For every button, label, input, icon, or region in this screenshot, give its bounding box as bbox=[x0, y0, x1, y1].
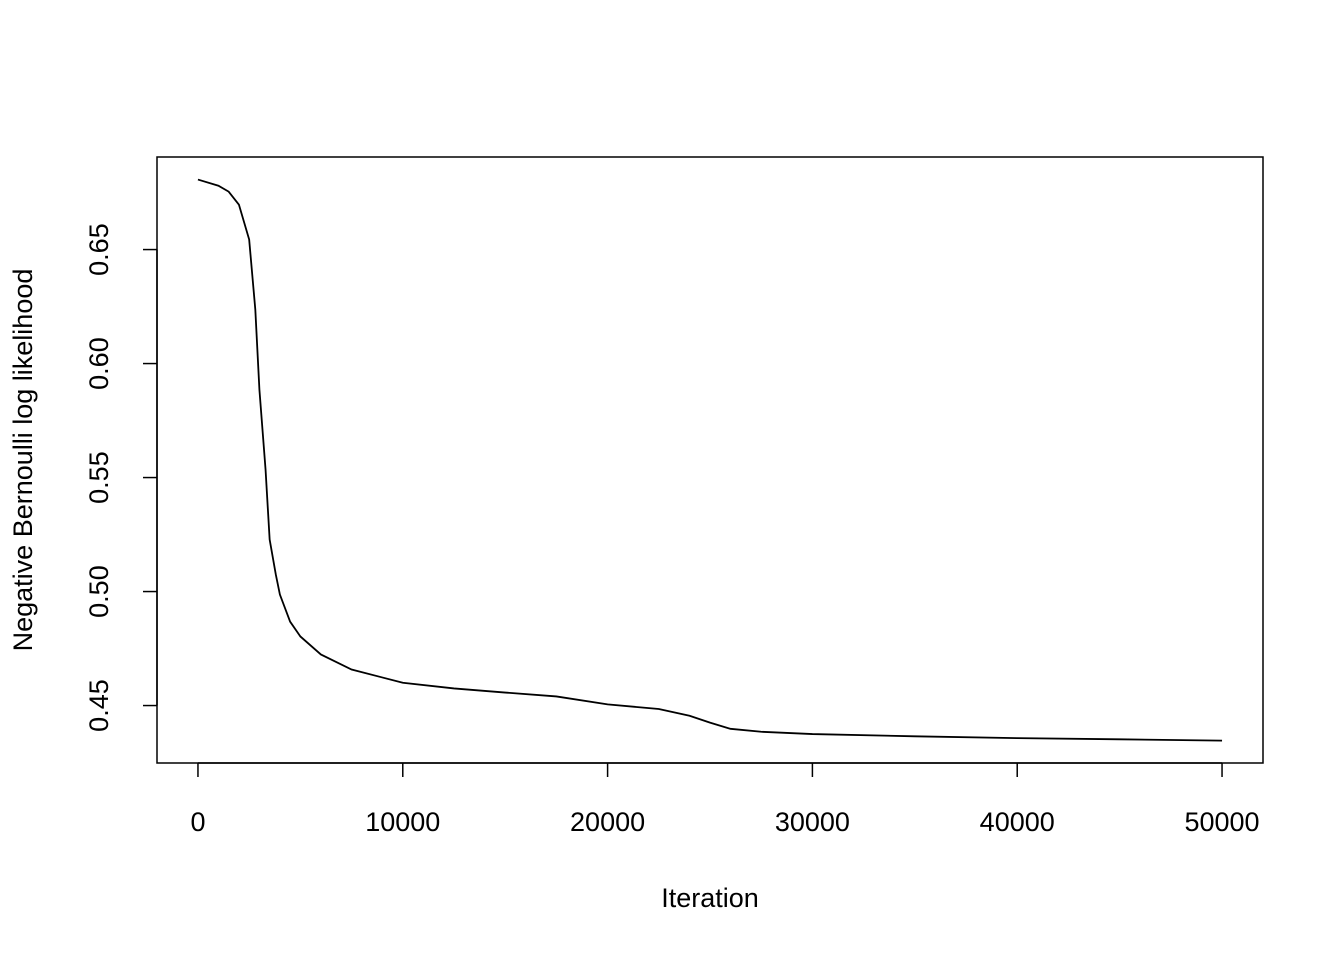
x-tick-label: 20000 bbox=[570, 807, 645, 837]
y-tick-label: 0.60 bbox=[84, 337, 114, 390]
plot-box bbox=[156, 156, 1264, 764]
x-tick-label: 30000 bbox=[775, 807, 850, 837]
y-tick-label: 0.65 bbox=[84, 223, 114, 276]
x-tick-label: 50000 bbox=[1184, 807, 1259, 837]
y-axis-label: Negative Bernoulli log likelihood bbox=[8, 269, 38, 652]
x-tick-label: 10000 bbox=[365, 807, 440, 837]
y-tick-label: 0.55 bbox=[84, 451, 114, 504]
data-line bbox=[197, 178, 1223, 742]
x-tick-label: 0 bbox=[190, 807, 205, 837]
x-tick-label: 40000 bbox=[980, 807, 1055, 837]
x-axis-label: Iteration bbox=[661, 883, 759, 913]
y-tick-label: 0.45 bbox=[84, 679, 114, 732]
y-tick-label: 0.50 bbox=[84, 565, 114, 618]
